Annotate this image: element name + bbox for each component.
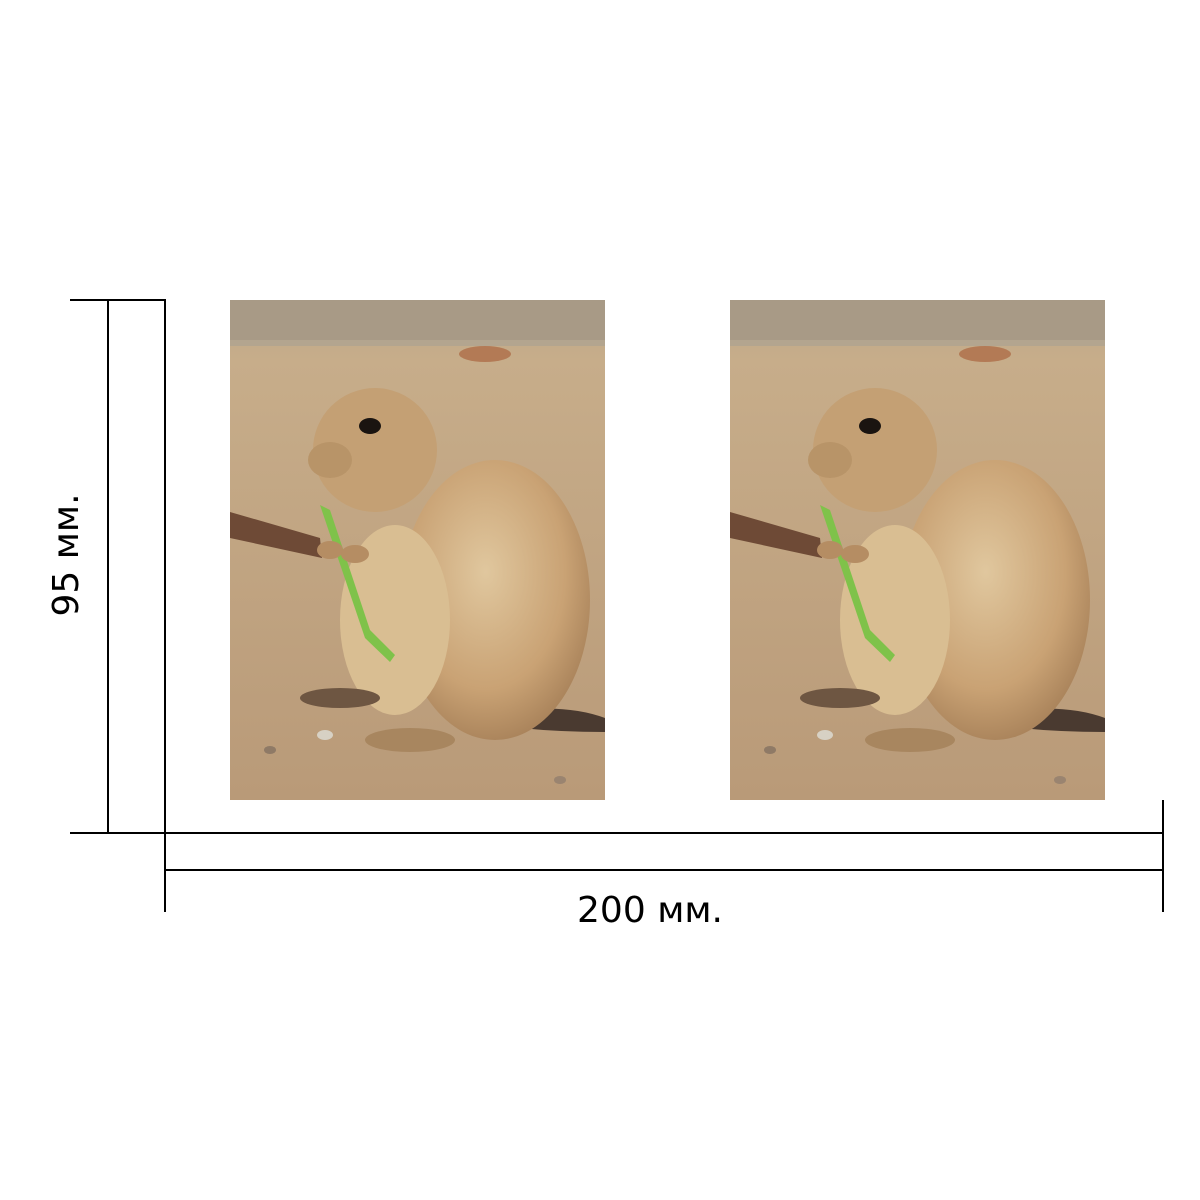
product-photo [730, 300, 1105, 800]
height-label: 95 мм. [46, 493, 87, 616]
height-dimension: 95 мм. [46, 299, 166, 834]
width-label: 200 мм. [577, 890, 723, 931]
width-dimension: 200 мм. [164, 800, 1164, 931]
product-photo [230, 300, 605, 800]
